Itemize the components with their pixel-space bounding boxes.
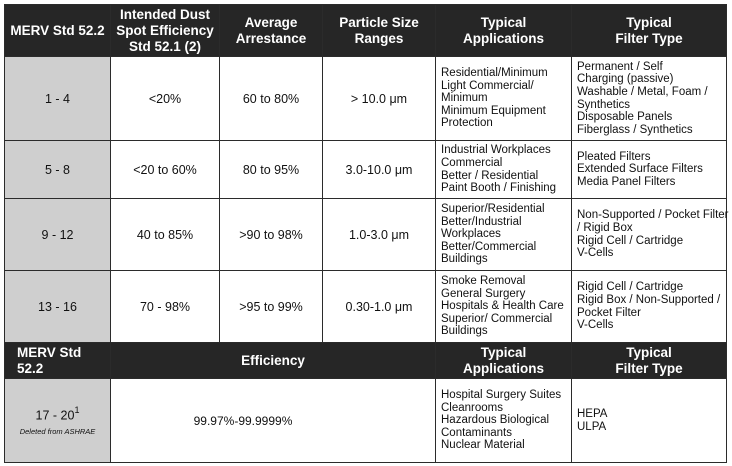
- filter-type-cell: Permanent / Self Charging (passive) Wash…: [571, 56, 727, 141]
- header2-efficiency: Efficiency: [110, 342, 436, 379]
- header-dust-spot-efficiency: Intended Dust Spot Efficiency Std 52.1 (…: [110, 4, 220, 57]
- secondary-header-row: MERV Std 52.2 Efficiency Typical Applica…: [4, 342, 727, 379]
- merv-rating-cell: 5 - 8: [4, 140, 111, 199]
- applications-cell: Industrial Workplaces Commercial Better …: [435, 140, 572, 199]
- filter-type-cell: HEPA ULPA: [571, 378, 727, 463]
- footnote-mark: 1: [74, 405, 80, 416]
- dust-spot-cell: <20%: [110, 56, 220, 141]
- arrestance-cell: >95 to 99%: [219, 270, 323, 343]
- table-row: 1 - 4 <20% 60 to 80% > 10.0 μm Residenti…: [4, 56, 727, 141]
- table-row: 13 - 16 70 - 98% >95 to 99% 0.30-1.0 μm …: [4, 270, 727, 343]
- header2-typical-applications: Typical Applications: [435, 342, 572, 379]
- particle-size-cell: 0.30-1.0 μm: [322, 270, 436, 343]
- dust-spot-cell: 40 to 85%: [110, 198, 220, 271]
- table-row: 5 - 8 <20 to 60% 80 to 95% 3.0-10.0 μm I…: [4, 140, 727, 199]
- deleted-note: Deleted from ASHRAE: [19, 426, 96, 436]
- particle-size-cell: 3.0-10.0 μm: [322, 140, 436, 199]
- header2-merv: MERV Std 52.2: [4, 342, 111, 379]
- efficiency-cell: 99.97%-99.9999%: [110, 378, 436, 463]
- header2-typical-filter-type: Typical Filter Type: [571, 342, 727, 379]
- particle-size-cell: > 10.0 μm: [322, 56, 436, 141]
- applications-cell: Residential/Minimum Light Commercial/ Mi…: [435, 56, 572, 141]
- header-merv: MERV Std 52.2: [4, 4, 111, 57]
- header-particle-size: Particle Size Ranges: [322, 4, 436, 57]
- merv-rating-cell: 17 - 201 Deleted from ASHRAE: [4, 378, 111, 463]
- arrestance-cell: >90 to 98%: [219, 198, 323, 271]
- arrestance-cell: 80 to 95%: [219, 140, 323, 199]
- merv-rating-value: 17 - 20: [35, 408, 75, 423]
- dust-spot-cell: <20 to 60%: [110, 140, 220, 199]
- header-typical-applications: Typical Applications: [435, 4, 572, 57]
- table-row: 9 - 12 40 to 85% >90 to 98% 1.0-3.0 μm S…: [4, 198, 729, 271]
- arrestance-cell: 60 to 80%: [219, 56, 323, 141]
- merv-rating-cell: 9 - 12: [4, 198, 111, 271]
- header-average-arrestance: Average Arrestance: [219, 4, 323, 57]
- applications-cell: Hospital Surgery Suites Cleanrooms Hazar…: [435, 378, 572, 463]
- merv-rating-cell: 1 - 4: [4, 56, 111, 141]
- header-row: MERV Std 52.2 Intended Dust Spot Efficie…: [4, 4, 727, 57]
- filter-type-cell: Non-Supported / Pocket Filter / Rigid Bo…: [571, 198, 729, 271]
- merv-rating-table: MERV Std 52.2 Intended Dust Spot Efficie…: [4, 4, 729, 463]
- applications-cell: Superior/Residential Better/Industrial W…: [435, 198, 572, 271]
- table-row: 17 - 201 Deleted from ASHRAE 99.97%-99.9…: [4, 378, 727, 463]
- header-typical-filter-type: Typical Filter Type: [571, 4, 727, 57]
- applications-cell: Smoke Removal General Surgery Hospitals …: [435, 270, 572, 343]
- filter-type-cell: Pleated Filters Extended Surface Filters…: [571, 140, 727, 199]
- filter-type-cell: Rigid Cell / Cartridge Rigid Box / Non-S…: [571, 270, 727, 343]
- dust-spot-cell: 70 - 98%: [110, 270, 220, 343]
- particle-size-cell: 1.0-3.0 μm: [322, 198, 436, 271]
- merv-rating-cell: 13 - 16: [4, 270, 111, 343]
